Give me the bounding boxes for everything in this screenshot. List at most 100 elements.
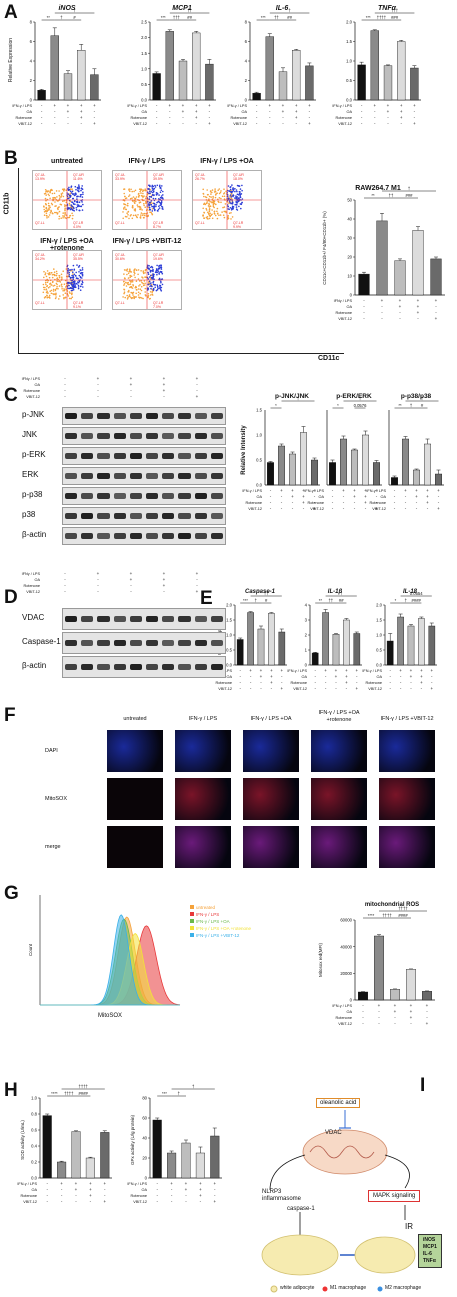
flow-event: [78, 271, 80, 273]
flow-event: [155, 193, 158, 196]
chart-a-3-row-sign: +: [387, 103, 390, 108]
chart-a-3-bar: [383, 65, 393, 101]
chart-a-2-tick-label: 2: [245, 78, 248, 83]
chart-g-bar: [390, 989, 401, 1001]
flow-event: [214, 203, 217, 206]
chart-b-row-label: OA: [347, 305, 353, 309]
blot-band: [129, 473, 142, 479]
chart-c-0-row-sign: -: [281, 500, 283, 505]
quadrant-label: Q7-LR 4.0%: [73, 221, 83, 229]
flow-event: [205, 209, 208, 211]
flow-event: [140, 188, 143, 191]
blot-d-row-sign: +: [196, 589, 199, 594]
flow-event: [239, 188, 242, 190]
chart-a-3-tick-label: 1.0: [346, 59, 352, 64]
flow-event: [56, 213, 59, 215]
flow-event: [81, 269, 84, 271]
flow-event: [212, 205, 215, 208]
flow-event: [73, 273, 76, 276]
flow-event: [61, 192, 64, 194]
legend-white-adipocyte: white adipocyte: [280, 1285, 315, 1291]
chart-h-0-tick-label: 0.2: [31, 1160, 37, 1165]
chart-e-1-row-sign: -: [356, 674, 358, 679]
chart-e-1-row-sign: -: [325, 674, 327, 679]
chart-h-0-row-sign: +: [89, 1193, 92, 1198]
flow-event: [152, 205, 155, 208]
quadrant-name: Q7-UL: [35, 173, 46, 177]
flow-event: [149, 271, 152, 273]
flow-event: [228, 208, 230, 211]
flow-event: [156, 284, 159, 286]
chart-b-row-sign: -: [399, 316, 401, 321]
histogram-legend-swatch: [190, 912, 194, 916]
chart-a-title-2: IL-6: [276, 5, 289, 12]
chart-h-1-row-sign: -: [214, 1187, 216, 1192]
histogram-legend-label: IFN-γ / LPS +OA +rotenone: [196, 926, 252, 931]
blot-band: [129, 453, 142, 459]
flow-event: [161, 205, 163, 208]
flow-event: [42, 291, 45, 294]
flow-event: [74, 192, 77, 194]
chart-a-0-row-sign: +: [80, 115, 83, 120]
chart-b-tick-label: 10: [347, 274, 352, 279]
flow-event: [150, 203, 152, 206]
blot-band: [65, 533, 78, 539]
flow-event: [68, 273, 70, 276]
chart-c-0-row-sign: -: [270, 506, 272, 511]
chart-c-1-sig-label: 0.0576: [354, 403, 367, 408]
flow-event: [140, 192, 142, 194]
flow-event: [139, 292, 141, 295]
chart-a-2-row-label: VBIT-12: [233, 122, 247, 126]
chart-h-0-bar: [85, 1157, 95, 1179]
flow-event: [147, 203, 150, 205]
flow-event: [124, 296, 126, 299]
flow-event: [80, 189, 82, 192]
flow-event: [227, 205, 229, 208]
chart-a-3-sig-label: ††††: [377, 15, 387, 20]
chart-b-bar: [358, 273, 370, 296]
flow-event: [49, 206, 51, 209]
chart-b-row-sign: -: [363, 298, 365, 303]
flow-event: [67, 193, 70, 195]
chart-c-2-row-label: VBIT-12: [372, 507, 386, 511]
flow-event: [234, 197, 236, 199]
blot-band: [146, 533, 159, 539]
chart-a-2-row-sign: +: [295, 109, 298, 114]
chart-h-1-row-sign: +: [199, 1187, 202, 1192]
chart-h-1-row-sign: +: [213, 1199, 216, 1204]
flow-event: [204, 203, 207, 206]
flow-event: [64, 209, 66, 212]
flow-event: [71, 268, 73, 271]
flow-event: [160, 280, 162, 283]
blot-band: [65, 493, 78, 499]
flow-event: [123, 192, 125, 195]
chart-a-3-row-label: OA: [347, 110, 353, 114]
quadrant-value: 34.2%: [35, 257, 45, 261]
flow-event: [140, 212, 143, 214]
chart-e-0-sig-label: ***: [243, 598, 248, 603]
blot-band: [178, 640, 191, 646]
chart-c-1-sig-label: *: [337, 403, 339, 408]
blot-band: [162, 616, 175, 622]
blot-band: [162, 664, 175, 670]
flow-event: [162, 194, 164, 196]
flow-event: [74, 286, 76, 289]
flow-event: [58, 215, 61, 218]
blot-band: [210, 513, 223, 519]
flow-event: [142, 297, 144, 300]
flow-event: [42, 286, 45, 289]
flow-event: [135, 280, 138, 282]
flow-event: [203, 217, 205, 219]
histogram-xlabel: MitoSOX: [98, 1013, 122, 1019]
flow-event: [74, 284, 76, 286]
flow-event: [223, 188, 225, 190]
chart-h-0-sig-label: ††††: [79, 1084, 89, 1089]
flow-event: [46, 285, 49, 287]
flow-event: [132, 294, 134, 296]
flow-event: [218, 192, 221, 195]
quadrant-label: Q7-LR 9.1%: [73, 301, 83, 309]
flow-event: [138, 285, 140, 287]
flow-event: [64, 204, 66, 206]
flow-event: [133, 201, 136, 203]
flow-event: [68, 282, 71, 284]
